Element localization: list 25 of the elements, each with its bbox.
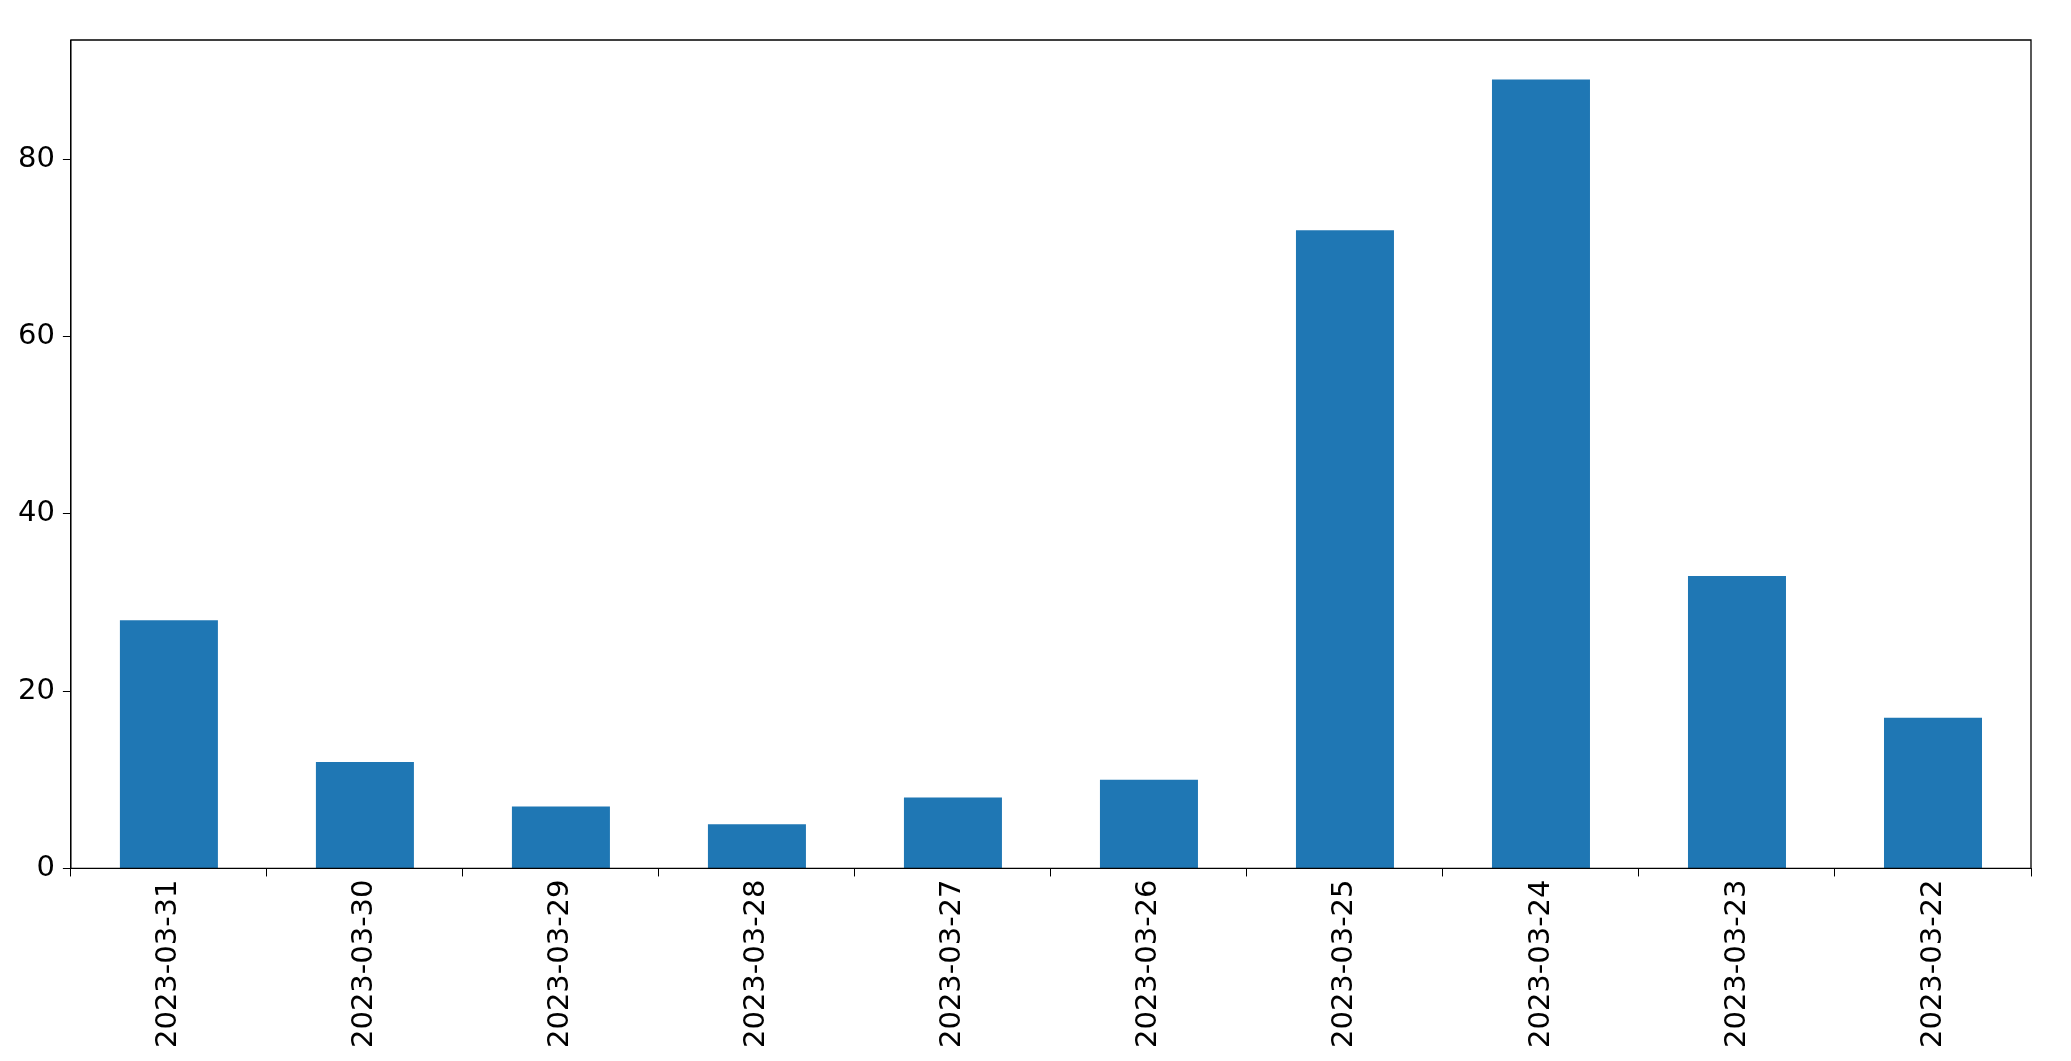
bar — [903, 797, 1002, 868]
x-tick-label: 2023-03-30 — [345, 879, 380, 1049]
y-tick-label: 20 — [18, 671, 55, 706]
x-tick-label: 2023-03-29 — [541, 879, 576, 1049]
x-tick-label: 2023-03-28 — [737, 879, 772, 1049]
x-tick-label: 2023-03-22 — [1913, 879, 1948, 1049]
bar — [1295, 230, 1394, 868]
bar — [1687, 575, 1786, 868]
bar — [119, 620, 218, 868]
x-tick-label: 2023-03-31 — [149, 879, 184, 1049]
bar — [315, 762, 414, 868]
x-tick-label: 2023-03-23 — [1717, 879, 1752, 1049]
x-tick-label: 2023-03-27 — [933, 879, 968, 1049]
bar — [511, 806, 610, 868]
bar — [707, 824, 806, 868]
y-tick-label: 60 — [18, 317, 55, 352]
x-tick-label: 2023-03-25 — [1325, 879, 1360, 1049]
x-tick-label: 2023-03-26 — [1129, 879, 1164, 1049]
x-tick-label: 2023-03-24 — [1521, 879, 1556, 1049]
y-tick-label: 80 — [18, 139, 55, 174]
bar — [1491, 79, 1590, 868]
bar — [1099, 779, 1198, 868]
y-tick-label: 40 — [18, 494, 55, 529]
bar — [1883, 717, 1982, 868]
y-tick-label: 0 — [36, 849, 55, 883]
